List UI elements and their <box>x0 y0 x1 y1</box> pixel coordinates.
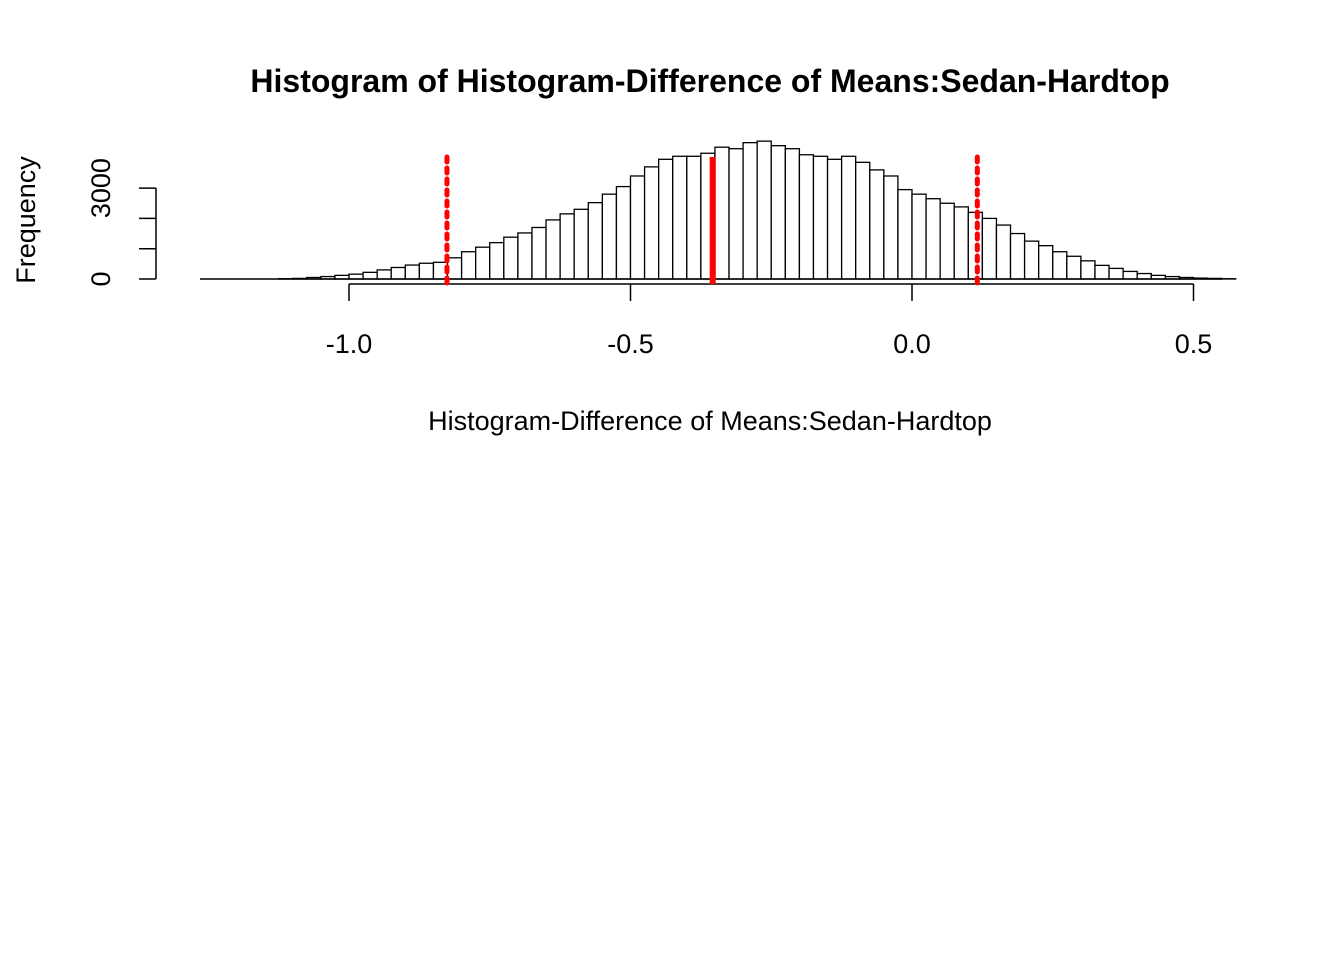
y-tick-label: 3000 <box>86 158 116 218</box>
histogram-bar <box>981 217 998 280</box>
histogram-bar <box>545 219 561 280</box>
y-tick-label: 0 <box>86 271 116 286</box>
histogram-bar <box>855 161 871 280</box>
x-tick-label: -0.5 <box>607 329 654 359</box>
histogram-bar <box>826 158 843 280</box>
histogram-bar <box>1108 267 1124 280</box>
histogram-bar <box>489 241 505 280</box>
chart-title: Histogram of Histogram-Difference of Mea… <box>250 63 1169 99</box>
histogram-bar <box>1023 240 1040 280</box>
histogram-bar <box>1094 264 1110 280</box>
histogram-bar <box>517 232 533 280</box>
histogram-bar <box>503 236 519 280</box>
histogram-bar <box>601 193 618 280</box>
histogram-bar <box>714 146 730 280</box>
histogram-bar <box>939 202 955 280</box>
histogram-bar <box>812 155 829 280</box>
histogram-bar <box>911 193 927 280</box>
histogram-bar <box>1009 232 1026 280</box>
histogram-bar <box>770 145 786 280</box>
x-tick-label: 0.5 <box>1175 329 1213 359</box>
x-tick-label: 0.0 <box>893 329 931 359</box>
histogram-bar <box>1038 245 1054 280</box>
histogram-bar <box>686 155 702 280</box>
histogram-bar <box>559 213 575 280</box>
histogram-bars <box>277 140 1237 280</box>
histogram-bar <box>446 257 463 280</box>
histogram-bar <box>1122 270 1138 280</box>
histogram-bar <box>953 206 969 280</box>
histogram-bar <box>897 188 913 280</box>
histogram-bar <box>728 148 744 280</box>
histogram-bar <box>658 158 674 280</box>
histogram-bar <box>475 246 491 280</box>
histogram-bar <box>995 224 1012 280</box>
histogram-bar <box>1052 251 1068 280</box>
histogram-bar <box>840 155 857 280</box>
histogram-bar <box>615 185 632 280</box>
histogram-bar <box>460 251 477 280</box>
x-tick-label: -1.0 <box>326 329 373 359</box>
histogram-bar <box>798 154 815 280</box>
histogram-bar <box>883 175 899 280</box>
reference-lines <box>444 154 980 287</box>
histogram-bar <box>643 166 660 280</box>
histogram-bar <box>573 208 589 280</box>
histogram-bar <box>742 141 758 280</box>
histogram-bar <box>376 269 392 280</box>
histogram-bar <box>418 262 435 280</box>
histogram-bar <box>756 140 772 280</box>
histogram-bar <box>784 148 801 280</box>
histogram-bar <box>629 175 646 280</box>
histogram-bar <box>1136 272 1152 280</box>
y-axis-label: Frequency <box>11 156 41 284</box>
histogram-bar <box>362 271 378 280</box>
histogram-bar <box>672 155 688 280</box>
histogram-bar <box>390 266 406 280</box>
y-axis: 0 3000 <box>86 158 157 287</box>
histogram-bar <box>404 264 421 280</box>
x-axis: -1.0 -0.5 0.0 0.5 <box>326 283 1213 359</box>
x-axis-label: Histogram-Difference of Means:Sedan-Hard… <box>428 406 992 436</box>
histogram-bar <box>869 169 885 280</box>
histogram-bar <box>925 198 941 280</box>
histogram-bar <box>1080 260 1096 280</box>
histogram-bar <box>587 201 604 280</box>
histogram-bar <box>531 226 547 280</box>
histogram-bar <box>1066 255 1082 280</box>
